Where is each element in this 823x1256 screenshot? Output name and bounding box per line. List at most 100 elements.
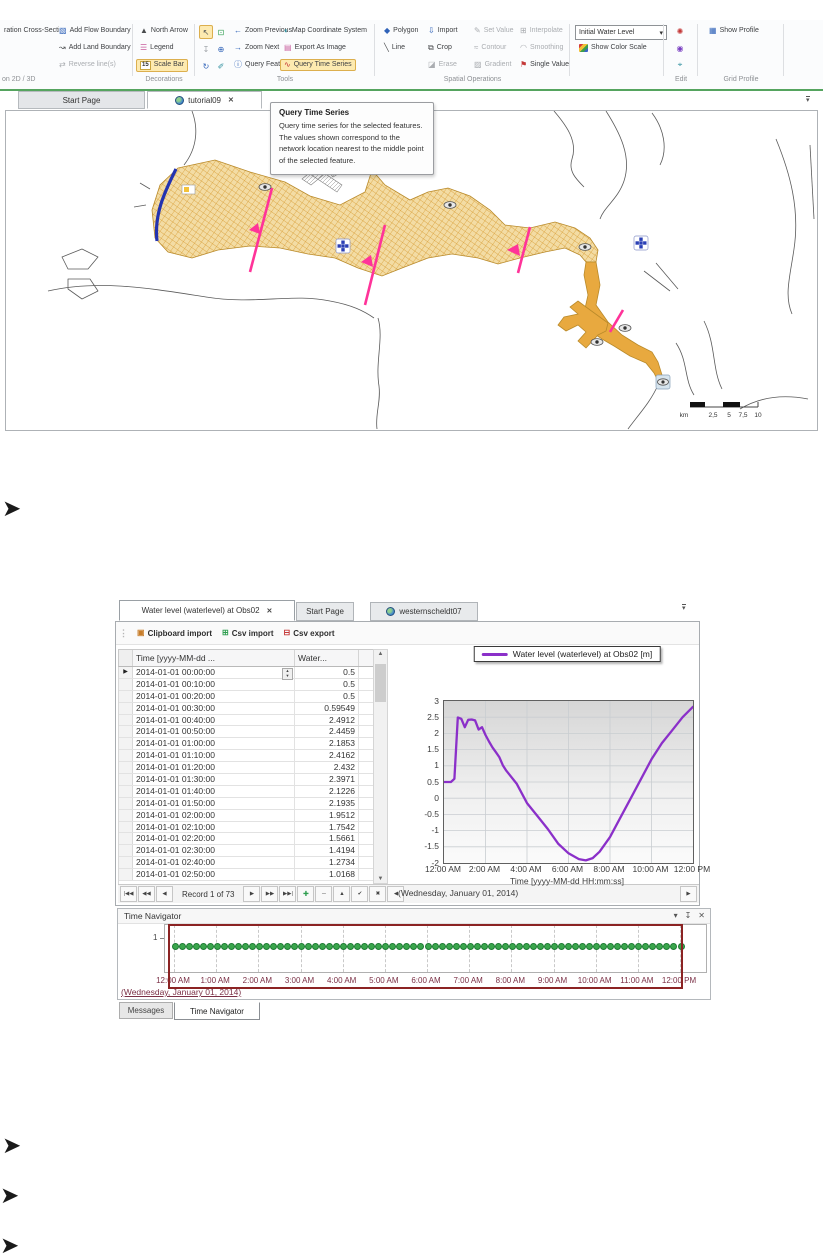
tab-tutorial09[interactable]: tutorial09 ✕ bbox=[147, 91, 262, 109]
estuary-grid-mesh[interactable] bbox=[151, 159, 599, 277]
tab-start-page[interactable]: Start Page bbox=[18, 91, 145, 109]
cross-section-button[interactable]: ration Cross-Section bbox=[4, 27, 60, 34]
scale-bar-button[interactable]: 15 Scale Bar bbox=[136, 59, 189, 72]
table-row[interactable]: 2014-01-01 02:30:00 1.4194 bbox=[119, 845, 375, 858]
value-cell[interactable]: 1.4194 bbox=[295, 845, 359, 857]
time-cell[interactable]: 2014-01-01 00:30:00 bbox=[133, 702, 295, 714]
quantity-dropdown[interactable]: Initial Water Level ▾ bbox=[575, 25, 667, 40]
value-cell[interactable]: 0.5 bbox=[295, 667, 359, 678]
record-nav-button[interactable]: ◀ bbox=[156, 886, 173, 902]
flow-boundary-line[interactable] bbox=[154, 168, 178, 242]
time-cell[interactable]: 2014-01-01 00:50:00 bbox=[133, 726, 295, 738]
time-cell[interactable]: 2014-01-01 01:40:00 bbox=[133, 785, 295, 797]
value-cell[interactable]: 2.1935 bbox=[295, 797, 359, 809]
table-row[interactable]: 2014-01-01 00:40:00 2.4912 bbox=[119, 714, 375, 727]
pin-tool-button[interactable]: ↧ bbox=[199, 42, 213, 56]
time-cell[interactable]: 2014-01-01 01:20:00 bbox=[133, 762, 295, 774]
measure-tool-button[interactable]: ✐ bbox=[214, 59, 228, 73]
column-header-value[interactable]: Water... bbox=[295, 650, 359, 666]
value-cell[interactable]: 0.59549 bbox=[295, 702, 359, 714]
value-cell[interactable]: 1.0168 bbox=[295, 869, 359, 881]
dock-indicator-icon[interactable]: ▾ bbox=[682, 604, 686, 612]
time-cell[interactable]: 2014-01-01 02:30:00 bbox=[133, 845, 295, 857]
time-cell[interactable]: 2014-01-01 02:10:00 bbox=[133, 821, 295, 833]
time-cell[interactable]: 2014-01-01 00:20:00 bbox=[133, 690, 295, 702]
scrollbar-thumb[interactable] bbox=[375, 664, 386, 702]
edit-lasso-button[interactable]: ⌖ bbox=[673, 58, 687, 72]
record-nav-button[interactable]: ◀◀ bbox=[138, 886, 155, 902]
structure-icon[interactable] bbox=[633, 235, 649, 251]
map-canvas[interactable]: km 2,5 5 7,5 10 bbox=[6, 110, 817, 430]
time-cell[interactable]: 2014-01-01 01:50:00 bbox=[133, 797, 295, 809]
value-cell[interactable]: 2.1226 bbox=[295, 785, 359, 797]
value-cell[interactable]: 2.1853 bbox=[295, 738, 359, 750]
value-cell[interactable]: 0.5 bbox=[295, 678, 359, 690]
add-flow-boundary-button[interactable]: ▧ Add Flow Boundary bbox=[59, 26, 131, 36]
table-row[interactable]: 2014-01-01 00:10:00 0.5 bbox=[119, 678, 375, 691]
time-cell[interactable]: 2014-01-01 02:00:00 bbox=[133, 809, 295, 821]
record-nav-button[interactable]: ▶▶| bbox=[279, 886, 297, 902]
edit-node-button[interactable]: ◉ bbox=[673, 41, 687, 55]
record-nav-button[interactable]: ◀ bbox=[387, 886, 405, 902]
table-row[interactable]: 2014-01-01 00:20:00 0.5 bbox=[119, 690, 375, 703]
value-cell[interactable]: 2.3971 bbox=[295, 774, 359, 785]
time-cell[interactable]: 2014-01-01 01:00:00 bbox=[133, 738, 295, 750]
record-nav-button[interactable]: ▶ bbox=[680, 886, 697, 902]
crop-button[interactable]: ⧉ Crop bbox=[428, 43, 452, 53]
table-row[interactable]: 2014-01-01 02:20:00 1.5661 bbox=[119, 833, 375, 846]
show-color-scale-button[interactable]: Show Color Scale bbox=[575, 42, 651, 54]
record-nav-button[interactable]: ▲ bbox=[333, 886, 351, 902]
scroll-down-icon[interactable]: ▼ bbox=[377, 876, 384, 882]
zoom-next-button[interactable]: → Zoom Next bbox=[234, 43, 280, 53]
zoom-in-tool-button[interactable]: ⊕ bbox=[214, 42, 228, 56]
tab-start-page[interactable]: Start Page bbox=[296, 602, 354, 621]
csv-import-button[interactable]: ⊞ Csv import bbox=[222, 628, 274, 638]
edit-points-button[interactable]: ✺ bbox=[673, 24, 687, 38]
pointer-tool-button[interactable]: ↖ bbox=[199, 25, 213, 39]
record-nav-button[interactable]: ─ bbox=[315, 886, 333, 902]
value-cell[interactable]: 1.5661 bbox=[295, 833, 359, 845]
time-cell[interactable]: 2014-01-01 01:30:00 bbox=[133, 774, 295, 785]
legend-button[interactable]: ☰ Legend bbox=[140, 43, 174, 53]
record-nav-button[interactable]: |◀◀ bbox=[120, 886, 137, 902]
structure-icon[interactable] bbox=[335, 238, 351, 254]
value-cell[interactable]: 2.4459 bbox=[295, 726, 359, 738]
navigator-selection-frame[interactable] bbox=[168, 924, 683, 989]
record-nav-button[interactable]: ✖ bbox=[369, 886, 387, 902]
value-cell[interactable]: 2.4912 bbox=[295, 714, 359, 726]
line-button[interactable]: ╲ Line bbox=[384, 43, 406, 53]
value-cell[interactable]: 1.2734 bbox=[295, 857, 359, 869]
table-scrollbar[interactable]: ▲ ▼ bbox=[373, 649, 388, 884]
clipboard-import-button[interactable]: ▣ Clipboard import bbox=[137, 628, 213, 638]
panel-close-icon[interactable]: ✕ bbox=[698, 911, 705, 920]
observation-point-icons[interactable] bbox=[258, 183, 669, 386]
panel-menu-icon[interactable]: ▾ bbox=[673, 911, 678, 920]
record-nav-button[interactable]: ▶▶ bbox=[261, 886, 279, 902]
zoom-previous-button[interactable]: ← Zoom Previous bbox=[234, 26, 293, 36]
table-row[interactable]: ▶ 2014-01-01 00:00:00 ▲ ▼ 0.5 bbox=[119, 667, 375, 680]
table-row[interactable]: 2014-01-01 02:40:00 1.2734 bbox=[119, 857, 375, 870]
value-cell[interactable]: 0.5 bbox=[295, 690, 359, 702]
time-cell[interactable]: 2014-01-01 00:00:00 ▲ ▼ bbox=[133, 667, 295, 680]
time-cell[interactable]: 2014-01-01 00:10:00 bbox=[133, 678, 295, 690]
expand-tool-button[interactable]: ⊡ bbox=[214, 25, 228, 39]
scroll-up-icon[interactable]: ▲ bbox=[377, 651, 384, 657]
record-nav-button[interactable]: ✔ bbox=[351, 886, 369, 902]
table-row[interactable]: 2014-01-01 01:00:00 2.1853 bbox=[119, 738, 375, 751]
panel-pin-icon[interactable]: ↧ bbox=[684, 911, 692, 920]
north-arrow-button[interactable]: ▲ North Arrow bbox=[140, 26, 188, 36]
export-as-image-button[interactable]: ▤ Export As Image bbox=[284, 43, 346, 53]
query-time-series-button[interactable]: ∿ Query Time Series bbox=[280, 59, 356, 72]
import-button[interactable]: ⇩ Import bbox=[428, 26, 458, 36]
chart-plot[interactable] bbox=[443, 700, 694, 864]
value-cell[interactable]: 2.4162 bbox=[295, 750, 359, 762]
table-row[interactable]: 2014-01-01 01:50:00 2.1935 bbox=[119, 797, 375, 810]
tab-messages[interactable]: Messages bbox=[119, 1002, 173, 1019]
tab-westernscheldt07[interactable]: westernscheldt07 bbox=[370, 602, 478, 621]
dock-indicator-icon[interactable]: ▾ bbox=[806, 96, 810, 104]
table-row[interactable]: 2014-01-01 02:50:00 1.0168 bbox=[119, 869, 375, 882]
show-profile-button[interactable]: ▦ Show Profile bbox=[709, 26, 759, 36]
query-features-button[interactable]: ⓘ Query Features bbox=[234, 60, 294, 70]
column-header-time[interactable]: Time [yyyy-MM-dd ... bbox=[133, 650, 295, 666]
record-nav-button[interactable]: ✚ bbox=[297, 886, 315, 902]
